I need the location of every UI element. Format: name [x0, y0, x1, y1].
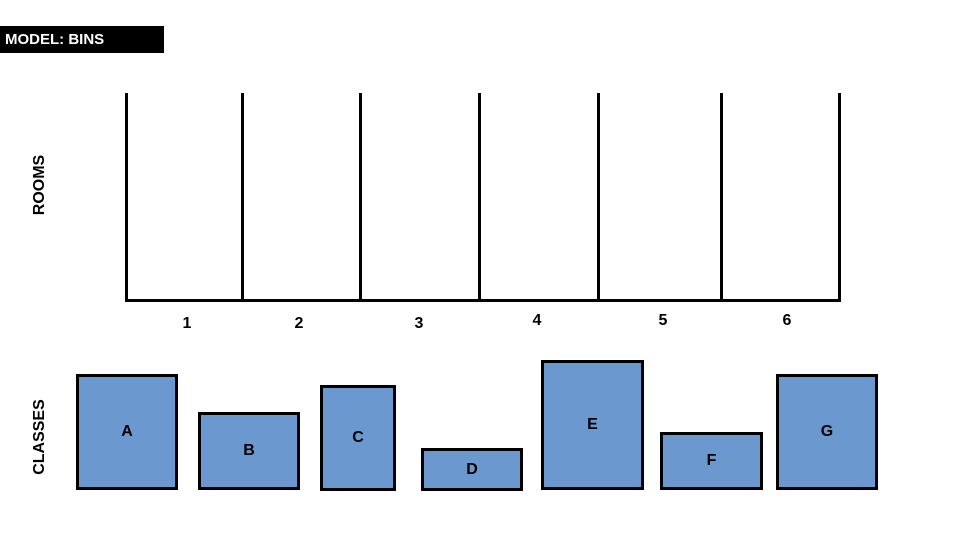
class-label-b: B	[243, 442, 255, 459]
bin-number-2: 2	[294, 315, 304, 332]
class-box-f[interactable]: F	[660, 432, 763, 490]
class-label-d: D	[466, 460, 478, 478]
classes-label: CLASSES	[31, 399, 48, 475]
class-label-f: F	[706, 452, 717, 469]
class-box-b[interactable]: B	[198, 412, 300, 490]
class-label-a: A	[121, 423, 133, 440]
bin-divider	[597, 93, 600, 302]
bin-number-4: 4	[532, 312, 542, 329]
bin-number-3: 3	[414, 315, 424, 332]
class-box-g[interactable]: G	[776, 374, 878, 490]
bin-divider	[125, 93, 128, 302]
bin-divider	[838, 93, 841, 302]
bin-divider	[241, 93, 244, 302]
bin-number-5: 5	[658, 312, 668, 329]
class-label-e: E	[587, 416, 598, 433]
model-title: MODEL: BINS	[0, 26, 164, 53]
class-box-d[interactable]: D	[421, 448, 523, 491]
bin-divider	[359, 93, 362, 302]
class-box-c[interactable]: C	[320, 385, 396, 491]
class-label-g: G	[820, 423, 834, 440]
bin-number-1: 1	[182, 315, 192, 332]
class-box-e[interactable]: E	[541, 360, 644, 490]
bin-number-6: 6	[782, 312, 792, 329]
bin-divider	[478, 93, 481, 302]
class-box-a[interactable]: A	[76, 374, 178, 490]
bins-baseline	[125, 299, 841, 302]
rooms-label: ROOMS	[31, 154, 48, 216]
class-label-c: C	[352, 429, 364, 446]
bin-divider	[720, 93, 723, 302]
